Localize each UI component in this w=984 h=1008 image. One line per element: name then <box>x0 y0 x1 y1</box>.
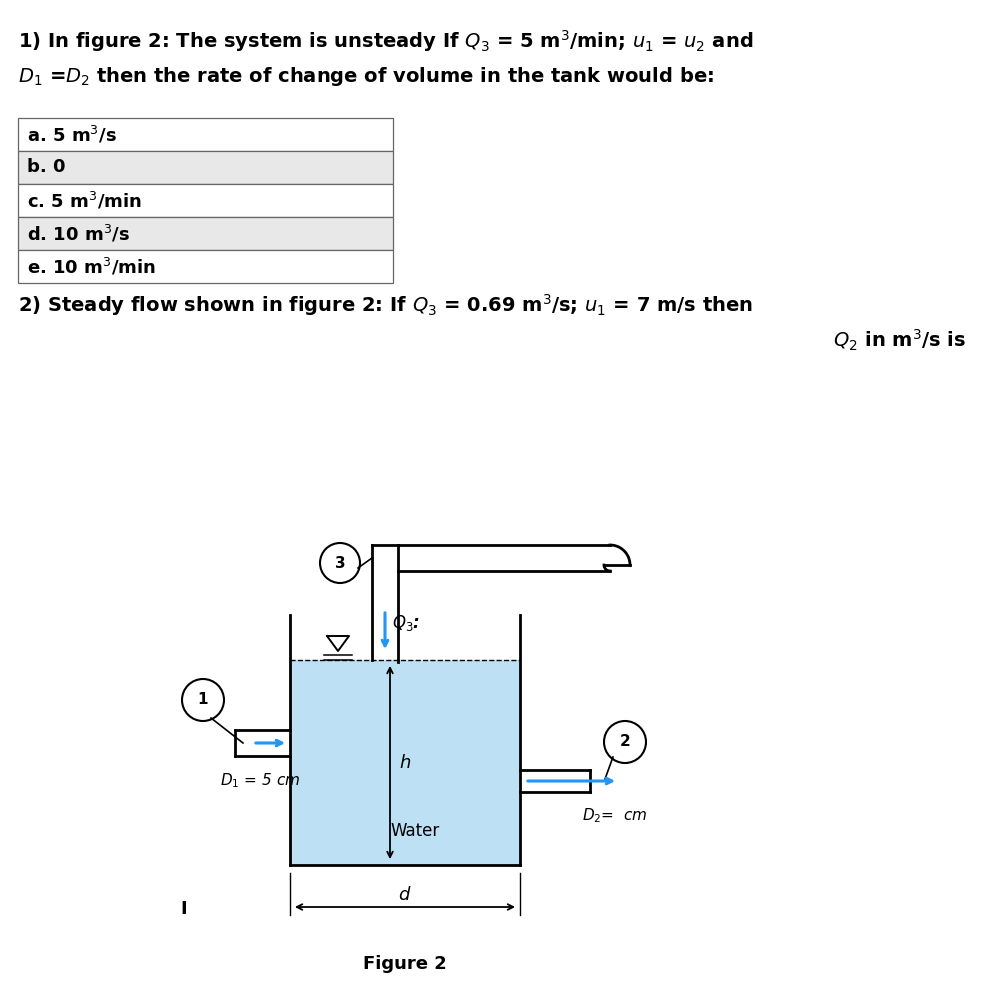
Text: $D_1$ =$D_2$ then the rate of change of volume in the tank would be:: $D_1$ =$D_2$ then the rate of change of … <box>18 65 713 88</box>
Text: $d$: $d$ <box>399 886 411 904</box>
Text: 1) In figure 2: The system is unsteady If $Q_3$ = 5 m$^3$/min; $u_1$ = $u_2$ and: 1) In figure 2: The system is unsteady I… <box>18 28 754 53</box>
Text: 3: 3 <box>335 555 345 571</box>
Text: $D_2$=  cm: $D_2$= cm <box>582 806 647 825</box>
Bar <box>18 118 393 151</box>
Text: $Q_3$:: $Q_3$: <box>392 613 420 633</box>
Text: c. 5 m$^3$/min: c. 5 m$^3$/min <box>27 190 142 211</box>
Text: e. 10 m$^3$/min: e. 10 m$^3$/min <box>27 256 155 277</box>
Bar <box>18 217 393 250</box>
Bar <box>18 151 393 184</box>
Text: d. 10 m$^3$/s: d. 10 m$^3$/s <box>27 223 130 244</box>
Text: a. 5 m$^3$/s: a. 5 m$^3$/s <box>27 124 117 145</box>
Text: Figure 2: Figure 2 <box>363 955 447 973</box>
Text: Water: Water <box>391 822 440 840</box>
Bar <box>18 184 393 217</box>
Text: $h$: $h$ <box>399 754 411 771</box>
Bar <box>18 250 393 283</box>
Text: I: I <box>180 900 187 918</box>
Bar <box>290 660 520 865</box>
Text: 2: 2 <box>620 735 631 750</box>
Text: 2) Steady flow shown in figure 2: If $Q_3$ = 0.69 m$^3$/s; $u_1$ = 7 m/s then: 2) Steady flow shown in figure 2: If $Q_… <box>18 292 753 318</box>
Text: $D_1$ = 5 cm: $D_1$ = 5 cm <box>220 771 300 789</box>
Text: b. 0: b. 0 <box>27 158 66 176</box>
Text: 1: 1 <box>198 692 209 708</box>
Text: $Q_2$ in m$^3$/s is: $Q_2$ in m$^3$/s is <box>832 328 966 353</box>
